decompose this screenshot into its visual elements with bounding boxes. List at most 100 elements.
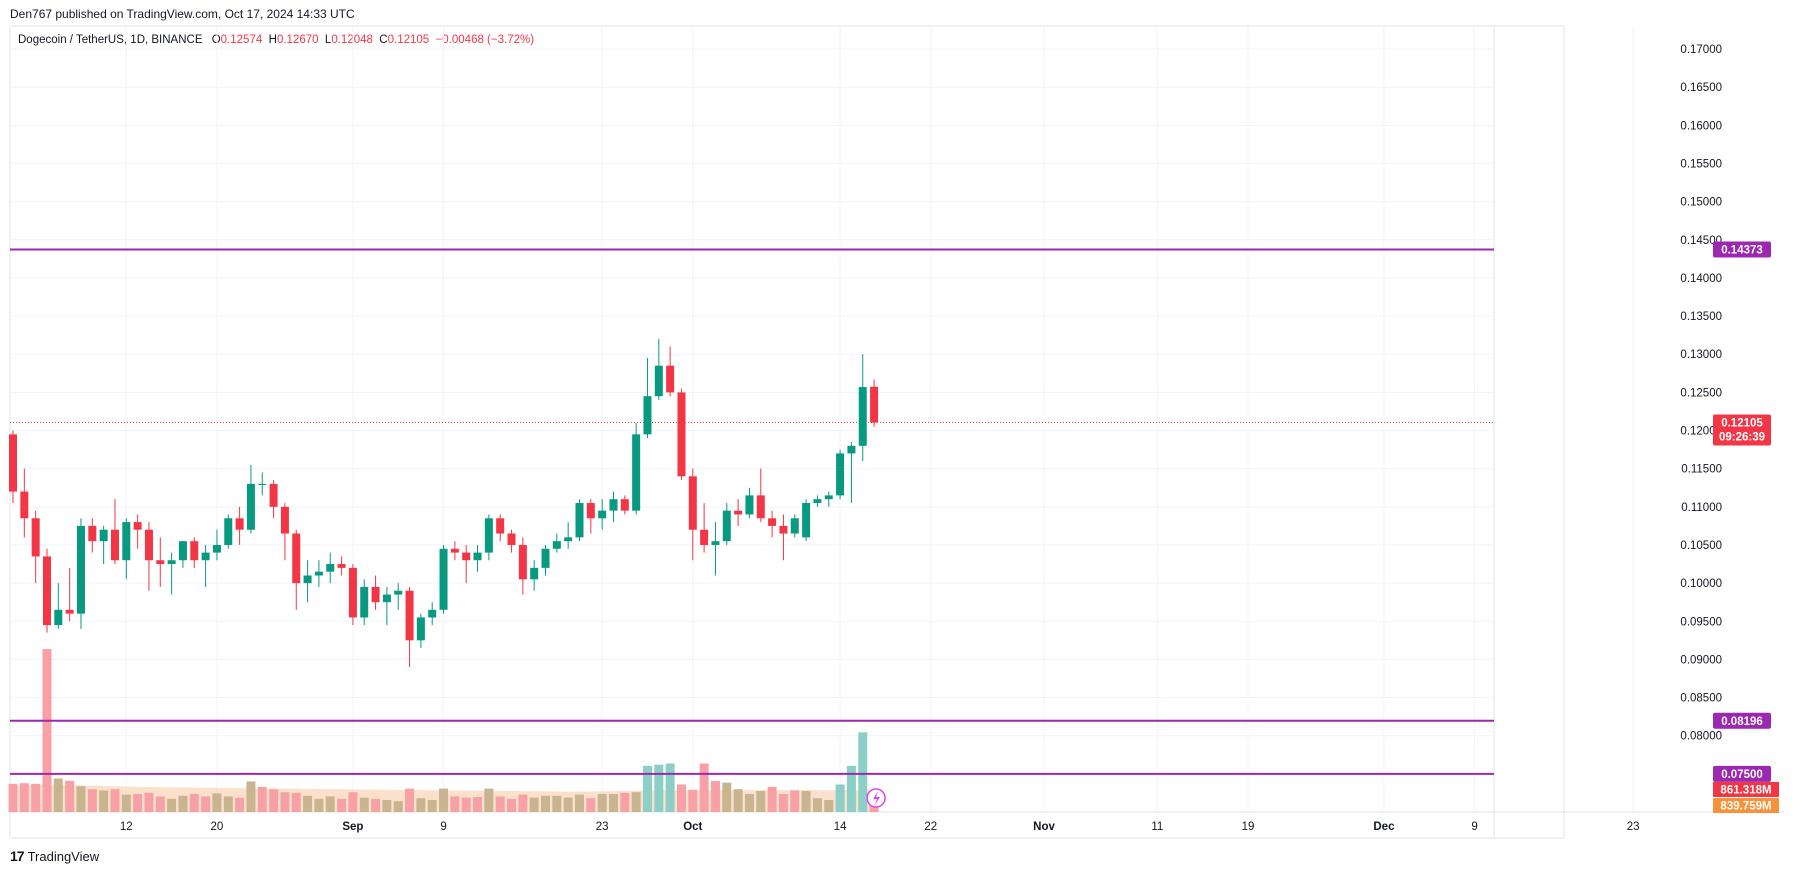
volume-bar: [42, 649, 52, 812]
price-tick-label: 0.10000: [1680, 578, 1722, 590]
price-tick-label: 0.13000: [1680, 349, 1722, 361]
candle-body: [836, 453, 845, 496]
tradingview-logo-icon: 17: [10, 848, 25, 864]
candle-body: [677, 392, 686, 477]
volume-bar: [642, 765, 652, 812]
candle-body: [620, 499, 629, 511]
level-price-tag: [1713, 241, 1771, 258]
candle-body: [178, 541, 187, 561]
candle-body: [167, 560, 176, 565]
candle-body: [371, 586, 380, 603]
candle-body: [235, 518, 244, 530]
volume-bar: [19, 783, 29, 812]
symbol-name[interactable]: Dogecoin / TetherUS, 1D, BINANCE: [18, 34, 203, 46]
volume-bar: [269, 789, 279, 812]
volume-bar: [371, 798, 381, 812]
candle-body: [768, 518, 777, 526]
volume-bar: [575, 794, 584, 812]
candle-body: [666, 365, 675, 393]
candle-body: [518, 544, 527, 580]
candle-body: [394, 590, 403, 595]
candle-body: [99, 529, 108, 542]
volume-bar: [507, 798, 517, 812]
candle-body: [42, 556, 51, 626]
price-tick-label: 0.16000: [1680, 120, 1722, 132]
volume-value-tag: [1713, 798, 1779, 813]
candle-body: [722, 510, 731, 542]
volume-bar: [484, 788, 494, 812]
volume-bar: [257, 786, 267, 812]
candle-body: [20, 491, 29, 519]
volume-bar: [121, 794, 131, 812]
time-tick-label: Nov: [1033, 821, 1055, 833]
candle-body: [439, 548, 448, 610]
candle-body: [858, 387, 867, 446]
price-tick-label: 0.10500: [1680, 540, 1722, 552]
time-tick-label: 12: [120, 821, 133, 833]
price-tick-label: 0.08000: [1680, 731, 1722, 743]
candle-body: [564, 537, 573, 542]
time-tick-label: 11: [1151, 821, 1163, 833]
volume-bar: [541, 795, 551, 812]
current-price-tag: [1713, 414, 1771, 446]
symbol-legend: Dogecoin / TetherUS, 1D, BINANCE O0.1257…: [18, 34, 534, 46]
candle-body: [847, 445, 856, 454]
candle-body: [813, 499, 822, 504]
high-value: 0.12670: [276, 34, 319, 46]
candle-body: [88, 525, 97, 542]
volume-bar: [665, 763, 675, 812]
time-tick-label: 9: [1471, 821, 1477, 833]
candle-body: [824, 495, 833, 500]
candle-body: [632, 434, 641, 511]
price-tick-label: 0.11500: [1681, 464, 1722, 476]
candle-body: [654, 365, 663, 397]
candle-body: [190, 541, 199, 561]
candle-body: [110, 529, 119, 561]
candle-body: [575, 503, 584, 538]
volume-bar: [676, 784, 686, 812]
volume-bar: [812, 798, 822, 812]
candle-body: [212, 544, 221, 553]
price-tick-label: 0.14500: [1680, 235, 1722, 247]
price-tick-label: 0.14000: [1680, 273, 1722, 285]
volume-bar: [518, 794, 528, 812]
time-tick-label: 14: [834, 821, 847, 833]
candle-body: [76, 525, 85, 614]
price-tick-label: 0.09000: [1680, 654, 1722, 666]
volume-bar: [76, 786, 86, 812]
candle-body: [31, 518, 40, 557]
candle-body: [314, 571, 323, 576]
volume-bar: [359, 797, 369, 812]
candle-body: [507, 533, 516, 545]
candle-body: [473, 552, 482, 561]
candle-body: [552, 541, 561, 549]
volume-bar: [110, 789, 120, 812]
volume-bar: [201, 796, 211, 812]
tradingview-brand[interactable]: 17 TradingView: [10, 848, 99, 864]
volume-bar: [31, 783, 41, 812]
candle-body: [598, 510, 607, 519]
volume-bar: [382, 800, 392, 812]
candle-body: [688, 476, 697, 530]
price-tick-label: 0.13500: [1680, 311, 1722, 323]
candle-body: [144, 529, 153, 561]
candle-body: [405, 590, 414, 641]
volume-bar: [99, 790, 109, 812]
volume-bar: [167, 798, 177, 812]
candle-body: [9, 434, 17, 492]
time-tick-label: 23: [596, 821, 609, 833]
high-label: H: [268, 34, 277, 46]
volume-bar: [824, 800, 834, 812]
candle-body: [416, 617, 425, 641]
open-label: O: [211, 34, 221, 46]
volume-bar: [405, 788, 415, 812]
plot-frame: [9, 25, 1565, 839]
candle-body: [224, 518, 233, 545]
volume-bar: [53, 778, 63, 812]
volume-bar: [767, 786, 777, 812]
candle-body: [745, 495, 754, 515]
price-tick-label: 0.12500: [1680, 387, 1722, 399]
open-value: 0.12574: [220, 34, 263, 46]
volume-bar: [688, 789, 698, 812]
